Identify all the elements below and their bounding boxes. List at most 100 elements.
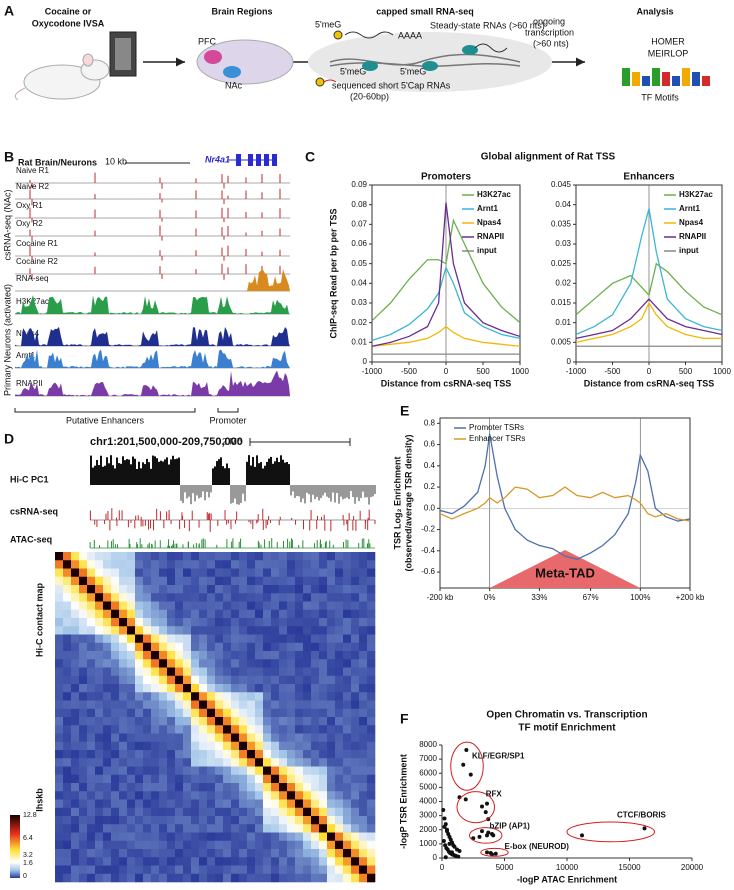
heatmap-cell	[71, 873, 80, 883]
heatmap-cell	[335, 733, 344, 743]
heatmap-cell	[327, 758, 336, 767]
heatmap-cell	[167, 626, 176, 635]
heatmap-cell	[351, 741, 360, 751]
heatmap-cell	[135, 626, 144, 635]
heatmap-cell	[111, 576, 120, 586]
heatmap-cell	[335, 766, 344, 776]
colorbar-label: 3.2	[23, 852, 33, 859]
heatmap-cell	[239, 618, 248, 627]
heatmap-cell	[223, 568, 232, 578]
heatmap-cell	[335, 725, 344, 734]
heatmap-cell	[79, 659, 88, 668]
heatmap-cell	[95, 816, 104, 825]
heatmap-cell	[223, 873, 232, 883]
heatmap-cell	[359, 659, 368, 668]
heatmap-cell	[311, 642, 320, 652]
heatmap-cell	[111, 741, 120, 751]
heatmap-cell	[159, 700, 168, 710]
heatmap-cell	[135, 609, 144, 619]
heatmap-cell	[191, 758, 200, 767]
heatmap-cell	[247, 832, 256, 842]
cap-label: 5'meG	[315, 19, 341, 29]
heatmap-cell	[335, 684, 344, 693]
heatmap-cell	[247, 593, 256, 602]
heatmap-cell	[263, 609, 272, 619]
track-label: Naive R2	[16, 182, 49, 191]
heatmap-cell	[79, 601, 88, 611]
point	[491, 833, 496, 838]
heatmap-cell	[271, 733, 280, 743]
heatmap-cell	[239, 609, 248, 619]
heatmap-cell	[223, 791, 232, 800]
heatmap-cell	[135, 807, 144, 817]
heatmap-cell	[151, 791, 160, 800]
heatmap-cell	[335, 552, 344, 561]
heatmap-cell	[295, 601, 304, 611]
heatmap-cell	[279, 700, 288, 710]
heatmap-cell	[215, 741, 224, 751]
heatmap-cell	[239, 840, 248, 850]
x-tick-label: 1000	[713, 367, 731, 376]
heatmap-cell	[303, 667, 312, 677]
heatmap-cell	[103, 593, 112, 602]
heatmap-cell	[159, 708, 168, 718]
heatmap-cell	[103, 634, 112, 644]
heatmap-cell	[119, 766, 128, 776]
heatmap-cell	[303, 618, 312, 627]
heatmap-cell	[207, 799, 216, 809]
heatmap-cell	[207, 807, 216, 817]
heatmap-cell	[231, 857, 240, 866]
heatmap-cell	[231, 807, 240, 817]
heatmap-cell	[359, 741, 368, 751]
heatmap-cell	[143, 684, 152, 693]
heatmap-cell	[175, 576, 184, 586]
heatmap-cell	[95, 585, 104, 594]
heatmap-cell	[127, 642, 136, 652]
heatmap-cell	[127, 873, 136, 883]
y-tick-label: 0.09	[351, 180, 367, 189]
heatmap-cell	[271, 618, 280, 627]
heatmap-cell	[271, 552, 280, 561]
heatmap-cell	[231, 585, 240, 594]
track-label: Oxy R1	[16, 201, 43, 210]
heatmap-cell	[71, 634, 80, 644]
heatmap-cell	[79, 560, 88, 569]
annotation-ellipse	[480, 847, 509, 857]
heatmap-cell	[327, 849, 336, 858]
panel-label: F	[400, 711, 409, 727]
heatmap-cell	[135, 692, 144, 701]
heatmap-cell	[279, 857, 288, 866]
heatmap-cell	[151, 626, 160, 635]
heatmap-cell	[311, 741, 320, 751]
heatmap-cell	[255, 774, 264, 784]
heatmap-cell	[175, 733, 184, 743]
heatmap-cell	[191, 849, 200, 858]
x-tick-label: 0	[440, 863, 445, 872]
heatmap-cell	[255, 791, 264, 800]
heatmap-cell	[263, 585, 272, 594]
heatmap-cell	[367, 783, 376, 792]
heatmap-cell	[279, 717, 288, 726]
heatmap-cell	[239, 560, 248, 569]
pc1-bar	[274, 461, 276, 485]
heatmap-cell	[319, 733, 328, 743]
heatmap-cell	[319, 783, 328, 792]
heatmap-cell	[223, 667, 232, 677]
heatmap-cell	[135, 733, 144, 743]
heatmap-cell	[135, 593, 144, 602]
heatmap-cell	[351, 651, 360, 660]
heatmap-cell	[175, 865, 184, 875]
heatmap-cell	[135, 576, 144, 586]
heatmap-cell	[143, 717, 152, 726]
heatmap-cell	[191, 634, 200, 644]
heatmap-cell	[199, 791, 208, 800]
heatmap-cell	[303, 585, 312, 594]
legend-label: Enhancer TSRs	[469, 434, 525, 443]
heatmap-cell	[143, 733, 152, 743]
heatmap-cell	[79, 585, 88, 594]
heatmap-cell	[55, 609, 64, 619]
pc1-bar	[108, 463, 110, 485]
y-axis-label: (observed/average TSR density)	[403, 434, 413, 571]
heatmap-cell	[127, 552, 136, 561]
heatmap-cell	[79, 568, 88, 578]
